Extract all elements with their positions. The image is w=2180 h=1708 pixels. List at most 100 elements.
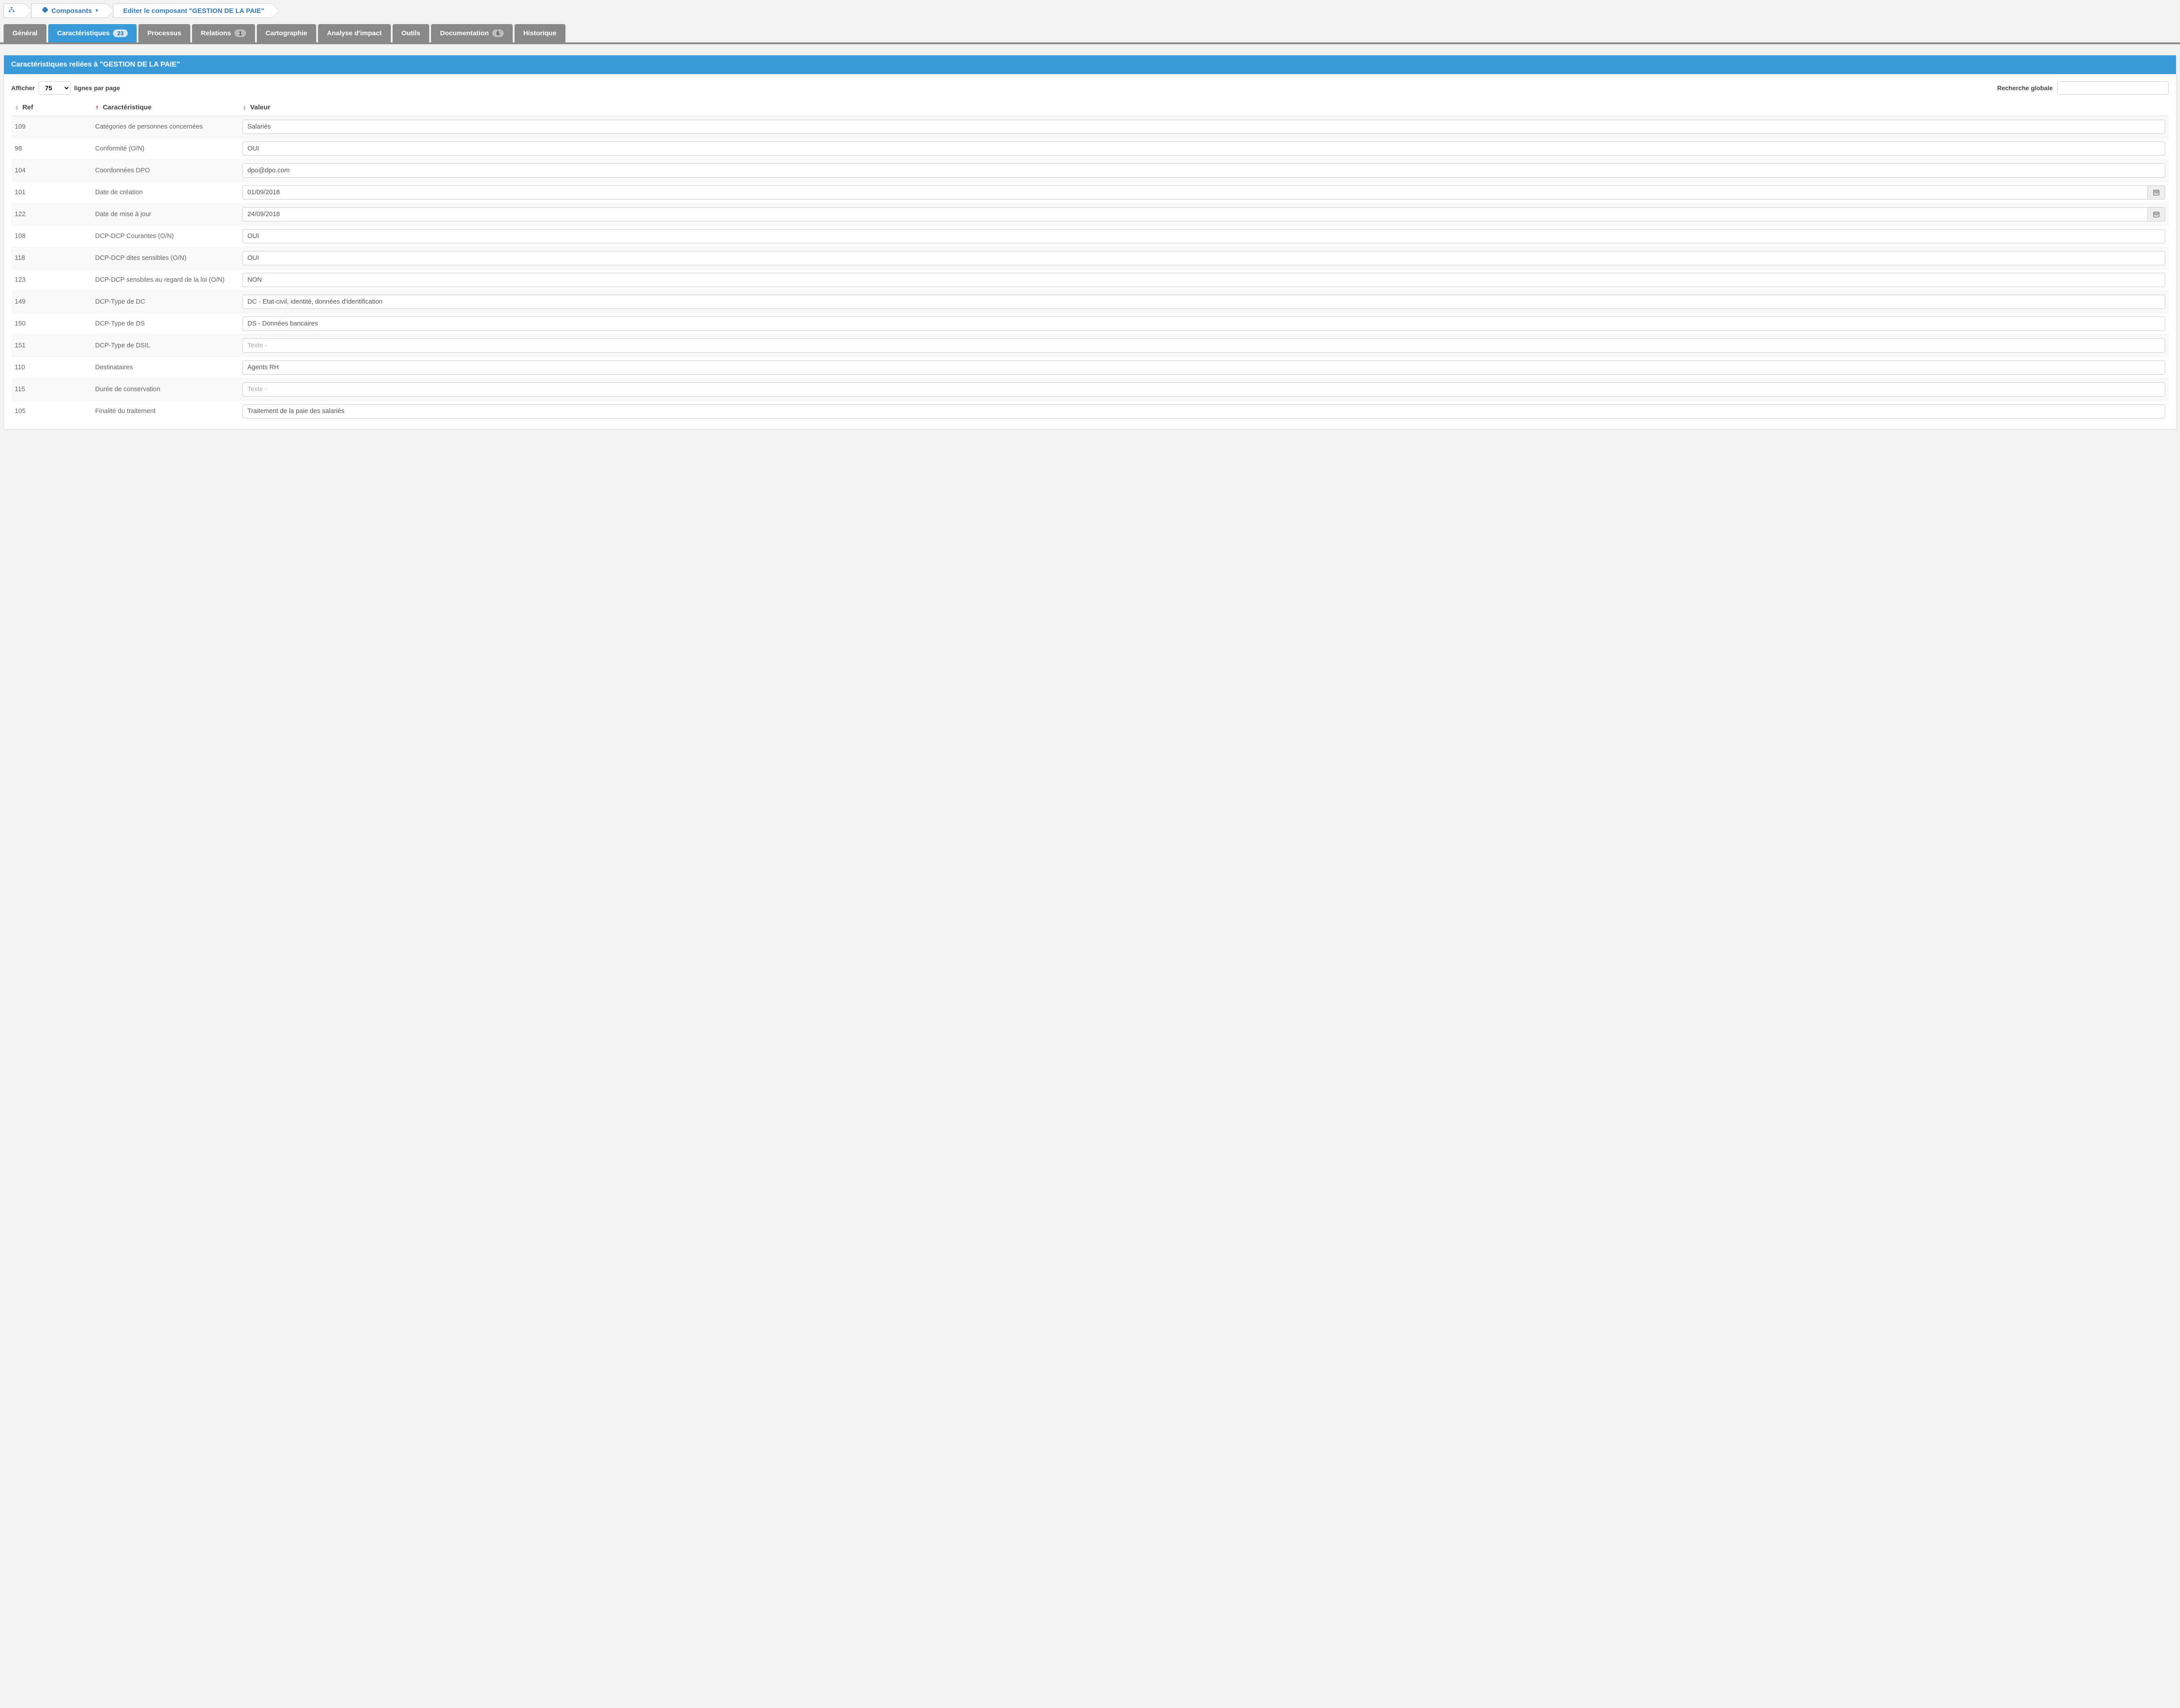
value-input[interactable]: [243, 360, 2165, 375]
table-row: 104Coordonnées DPO: [11, 160, 2169, 182]
tab-label: Processus: [147, 29, 181, 37]
cell-ref: 108: [11, 226, 92, 247]
value-input[interactable]: [243, 338, 2165, 353]
breadcrumb-home[interactable]: [4, 4, 25, 18]
value-input[interactable]: [243, 207, 2147, 221]
breadcrumb: Composants ▼ Editer le composant "GESTIO…: [0, 0, 2180, 24]
tab-historique[interactable]: Historique: [515, 24, 565, 42]
cell-value: [239, 138, 2169, 160]
value-input[interactable]: [243, 251, 2165, 265]
value-input[interactable]: [243, 229, 2165, 243]
calendar-icon[interactable]: [2147, 207, 2165, 221]
cell-value: [239, 182, 2169, 204]
breadcrumb-components[interactable]: Composants ▼: [31, 4, 107, 18]
search-input[interactable]: [2057, 81, 2169, 95]
cell-value: [239, 247, 2169, 269]
tab-documentation[interactable]: Documentation6: [431, 24, 512, 42]
table-row: 149DCP-Type de DC: [11, 291, 2169, 313]
sitemap-icon: [8, 7, 15, 15]
cell-characteristic: DCP-Type de DC: [92, 291, 239, 313]
search-label: Recherche globale: [1997, 84, 2053, 92]
display-label: Afficher: [11, 84, 35, 92]
cell-value: [239, 357, 2169, 379]
col-ref-header[interactable]: ▲▼ Ref: [11, 99, 92, 116]
cell-characteristic: DCP-DCP sensbiles au regard de la loi (O…: [92, 269, 239, 291]
cell-ref: 115: [11, 379, 92, 401]
tab-processus[interactable]: Processus: [138, 24, 190, 42]
value-input[interactable]: [243, 273, 2165, 287]
panel-body: Afficher 75 lignes par page Recherche gl…: [4, 74, 2176, 429]
characteristics-table: ▲▼ Ref ▲▼ Caractéristique ▲▼ Valeur 109C…: [11, 99, 2169, 422]
cell-ref: 110: [11, 357, 92, 379]
col-char-header[interactable]: ▲▼ Caractéristique: [92, 99, 239, 116]
value-input[interactable]: [243, 142, 2165, 156]
calendar-icon[interactable]: [2147, 185, 2165, 200]
tab-relations[interactable]: Relations1: [192, 24, 255, 42]
cell-value: [239, 226, 2169, 247]
tab-badge: 6: [492, 29, 503, 37]
cell-ref: 123: [11, 269, 92, 291]
cell-characteristic: DCP-Type de DSIL: [92, 335, 239, 357]
cell-characteristic: Date de mise à jour: [92, 204, 239, 226]
cell-ref: 105: [11, 401, 92, 422]
tab-outils[interactable]: Outils: [393, 24, 430, 42]
sort-icon: ▲▼: [95, 105, 99, 110]
breadcrumb-edit-label: Editer le composant "GESTION DE LA PAIE": [123, 7, 264, 15]
tab-cartographie[interactable]: Cartographie: [257, 24, 316, 42]
value-input[interactable]: [243, 120, 2165, 134]
tab-caract-ristiques[interactable]: Caractéristiques23: [48, 24, 137, 42]
table-controls: Afficher 75 lignes par page Recherche gl…: [11, 81, 2169, 95]
table-row: 122Date de mise à jour: [11, 204, 2169, 226]
cell-ref: 151: [11, 335, 92, 357]
tabs-bar: Général Caractéristiques23 Processus Relati…: [0, 24, 2180, 44]
cell-ref: 98: [11, 138, 92, 160]
cell-ref: 118: [11, 247, 92, 269]
value-input[interactable]: [243, 317, 2165, 331]
tab-label: Cartographie: [266, 29, 307, 37]
table-row: 98Conformité (O/N): [11, 138, 2169, 160]
value-input[interactable]: [243, 382, 2165, 397]
cell-value: [239, 379, 2169, 401]
table-row: 101Date de création: [11, 182, 2169, 204]
tab-label: Outils: [402, 29, 421, 37]
cell-characteristic: DCP-DCP dites sensibles (O/N): [92, 247, 239, 269]
cell-value: [239, 116, 2169, 138]
table-row: 110Destinataires: [11, 357, 2169, 379]
value-input[interactable]: [243, 404, 2165, 418]
sort-icon: ▲▼: [243, 105, 247, 110]
table-row: 151DCP-Type de DSIL: [11, 335, 2169, 357]
puzzle-icon: [42, 6, 49, 15]
per-page-select[interactable]: 75: [38, 81, 71, 95]
tab-label: Général: [13, 29, 38, 37]
tab-g-n-ral[interactable]: Général: [4, 24, 46, 42]
cell-value: [239, 335, 2169, 357]
cell-characteristic: DCP-Type de DS: [92, 313, 239, 335]
value-input[interactable]: [243, 163, 2165, 178]
value-input[interactable]: [243, 185, 2147, 200]
tab-badge: 23: [113, 29, 127, 37]
breadcrumb-edit[interactable]: Editer le composant "GESTION DE LA PAIE": [113, 4, 272, 18]
cell-characteristic: DCP-DCP Courantes (O/N): [92, 226, 239, 247]
col-val-header[interactable]: ▲▼ Valeur: [239, 99, 2169, 116]
table-row: 115Durée de conservation: [11, 379, 2169, 401]
cell-value: [239, 269, 2169, 291]
cell-ref: 101: [11, 182, 92, 204]
tab-label: Documentation: [440, 29, 489, 37]
sort-icon: ▲▼: [15, 105, 19, 110]
tab-analyse-d-impact[interactable]: Analyse d'impact: [318, 24, 391, 42]
cell-characteristic: Conformité (O/N): [92, 138, 239, 160]
chevron-down-icon: ▼: [95, 8, 99, 13]
cell-characteristic: Durée de conservation: [92, 379, 239, 401]
panel-title: Caractéristiques reliées à "GESTION DE L…: [4, 55, 2176, 74]
table-row: 105Finalité du traitement: [11, 401, 2169, 422]
tab-label: Analyse d'impact: [327, 29, 382, 37]
cell-value: [239, 291, 2169, 313]
tab-badge: 1: [234, 29, 246, 37]
cell-value: [239, 204, 2169, 226]
table-row: 118DCP-DCP dites sensibles (O/N): [11, 247, 2169, 269]
cell-value: [239, 160, 2169, 182]
cell-ref: 104: [11, 160, 92, 182]
characteristics-panel: Caractéristiques reliées à "GESTION DE L…: [4, 55, 2176, 430]
cell-value: [239, 401, 2169, 422]
value-input[interactable]: [243, 295, 2165, 309]
